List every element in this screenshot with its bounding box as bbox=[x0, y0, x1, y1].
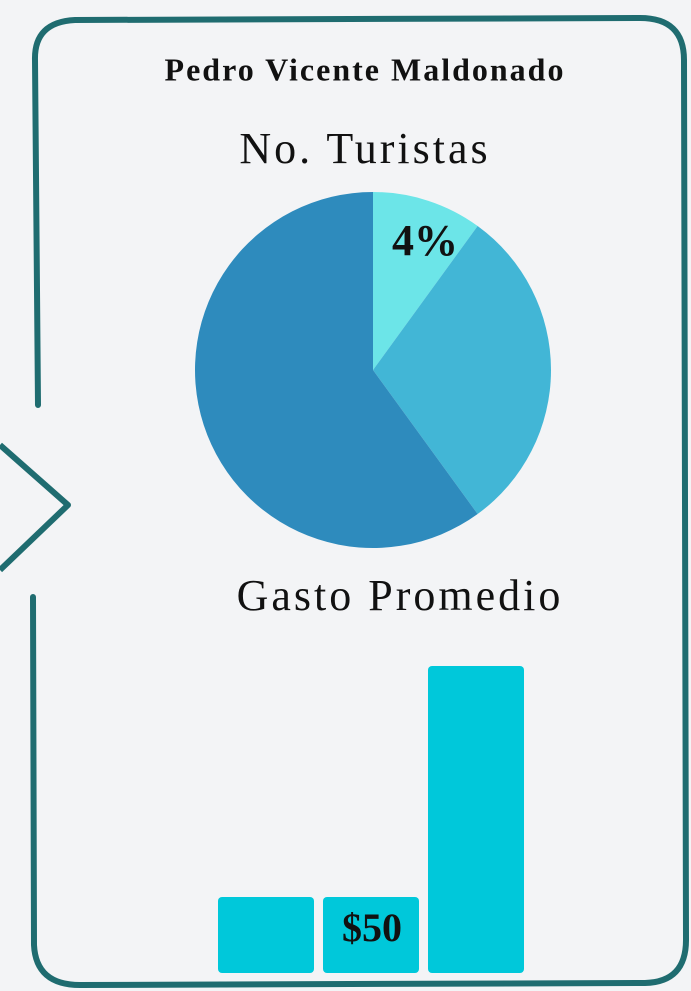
frame-notch bbox=[0, 442, 71, 573]
pie-slice bbox=[373, 225, 551, 515]
frame bbox=[30, 14, 690, 989]
bar bbox=[323, 897, 419, 973]
page-title: Pedro Vicente Maldonado bbox=[165, 51, 566, 87]
bar-annotation: $50 bbox=[342, 905, 402, 950]
bar-title: Gasto Promedio bbox=[237, 571, 564, 620]
pie-slice bbox=[373, 192, 478, 370]
pie-annotation: 4% bbox=[392, 216, 458, 265]
bar bbox=[428, 666, 524, 973]
bar bbox=[218, 897, 314, 973]
pie-slice bbox=[194, 192, 478, 548]
pie-title: No. Turistas bbox=[239, 124, 490, 173]
